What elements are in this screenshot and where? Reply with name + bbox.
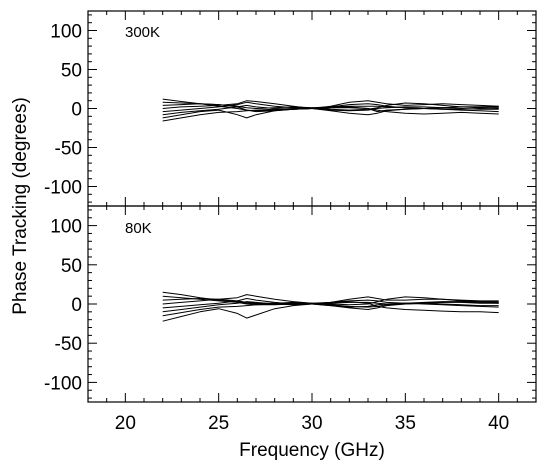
phase-trace-7 xyxy=(162,295,499,306)
y-tick-label: -100 xyxy=(44,373,82,394)
x-tick-label: 25 xyxy=(208,413,229,434)
y-tick-label: 0 xyxy=(71,295,82,316)
y-tick-label: -50 xyxy=(55,334,82,355)
y-tick-label: 100 xyxy=(50,22,82,43)
x-tick-label: 20 xyxy=(115,413,136,434)
y-tick-label: -50 xyxy=(55,139,82,160)
phase-trace-3 xyxy=(162,103,499,116)
x-axis-title: Frequency (GHz) xyxy=(239,440,385,461)
phase-trace-4 xyxy=(162,101,499,113)
y-tick-label: -100 xyxy=(44,178,82,199)
panel-80k-traces xyxy=(162,291,499,322)
y-tick-label: 100 xyxy=(50,217,82,238)
y-tick-label: 50 xyxy=(61,256,82,277)
tick-labels: -100 -50 0 50 100 -100 -50 0 50 100 20 25 30 35 40 xyxy=(44,22,509,435)
phase-trace-8 xyxy=(162,291,499,306)
phase-trace-8 xyxy=(162,98,499,112)
x-tick-label: 30 xyxy=(301,413,322,434)
x-tick-label: 40 xyxy=(488,413,509,434)
phase-trace-6 xyxy=(162,298,499,310)
phase-trace-3 xyxy=(162,301,499,313)
tick-marks xyxy=(87,11,537,402)
panel-80k-label: 80K xyxy=(125,220,152,237)
phase-trace-7 xyxy=(162,101,499,115)
y-axis-title: Phase Tracking (degrees) xyxy=(10,97,31,315)
y-tick-label: 50 xyxy=(61,61,82,82)
panel-300k-traces xyxy=(162,98,499,122)
panel-300k-label: 300K xyxy=(125,24,160,41)
x-tick-label: 35 xyxy=(395,413,416,434)
y-tick-label: 0 xyxy=(71,100,82,121)
